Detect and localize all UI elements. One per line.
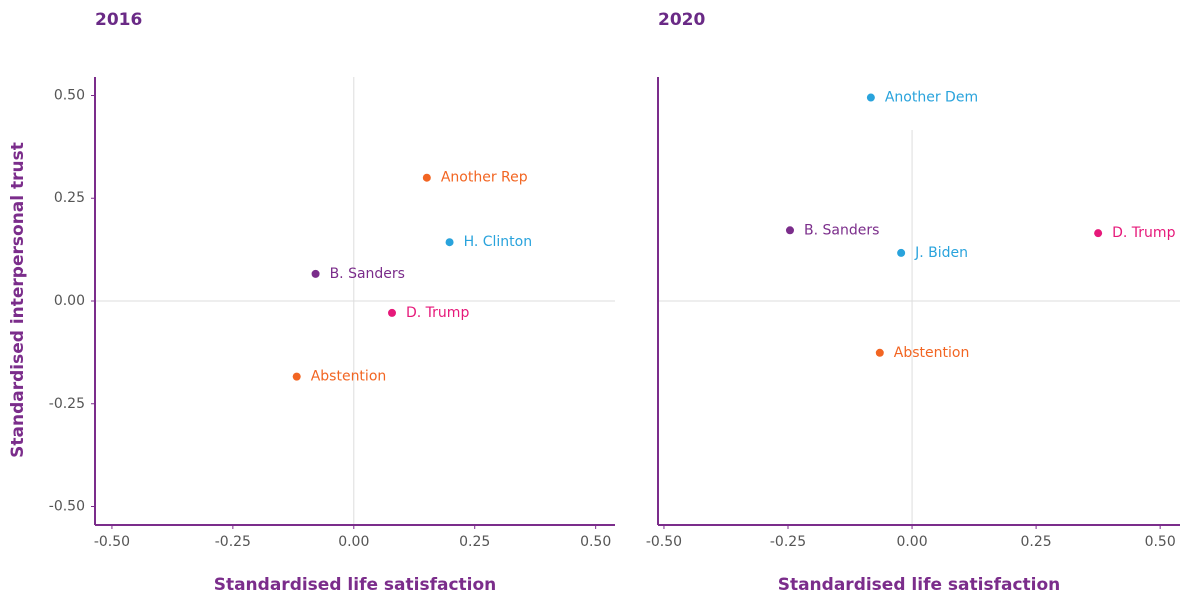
x-tick-label: 0.00 [338,534,369,550]
point-label: Abstention [311,369,387,385]
point-label: J. Biden [914,245,968,261]
point [866,93,875,102]
point [311,269,320,278]
y-tick-label: 0.00 [54,293,85,309]
point [445,238,454,247]
y-tick-label: 0.50 [54,87,85,103]
x-tick-label: 0.50 [580,534,611,550]
x-tick-label: 0.25 [1021,534,1052,550]
y-tick-label: -0.25 [49,396,85,412]
chart-title: 2016 [95,10,142,30]
point-label: Another Dem [885,90,978,106]
point-label: Another Rep [441,170,528,186]
point [897,248,906,257]
x-tick-label: 0.25 [459,534,490,550]
point-label: Abstention [894,345,970,361]
y-tick-label: -0.50 [49,499,85,515]
y-axis-label: Standardised interpersonal trust [8,142,28,458]
point [388,308,397,317]
point [785,226,794,235]
point-label: D. Trump [1112,225,1175,241]
x-axis-label: Standardised life satisfaction [778,575,1061,595]
point-label: H. Clinton [464,234,533,250]
point [875,348,884,357]
x-tick-label: 0.50 [1145,534,1176,550]
chart-title: 2020 [658,10,705,30]
point-label: B. Sanders [804,222,879,238]
x-axis-label: Standardised life satisfaction [214,575,497,595]
x-tick-label: -0.25 [215,534,251,550]
point [292,372,301,381]
x-tick-label: -0.50 [94,534,130,550]
y-tick-label: 0.25 [54,190,85,206]
point-label: D. Trump [406,305,469,321]
point [1094,229,1103,238]
x-tick-label: 0.00 [896,534,927,550]
x-tick-label: -0.25 [770,534,806,550]
point [422,173,431,182]
point-label: B. Sanders [330,266,405,282]
x-tick-label: -0.50 [646,534,682,550]
